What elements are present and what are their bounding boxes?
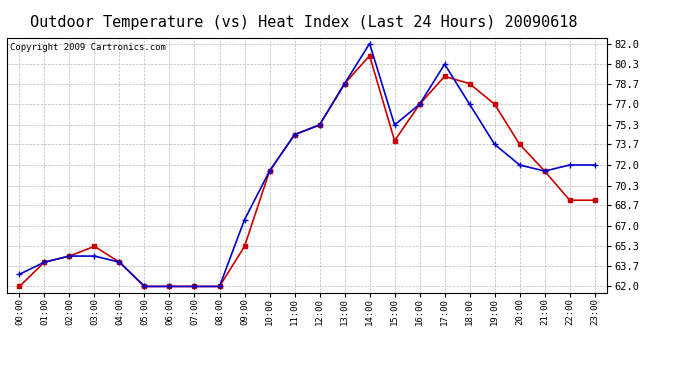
Text: Copyright 2009 Cartronics.com: Copyright 2009 Cartronics.com (10, 43, 166, 52)
Text: Outdoor Temperature (vs) Heat Index (Last 24 Hours) 20090618: Outdoor Temperature (vs) Heat Index (Las… (30, 15, 578, 30)
